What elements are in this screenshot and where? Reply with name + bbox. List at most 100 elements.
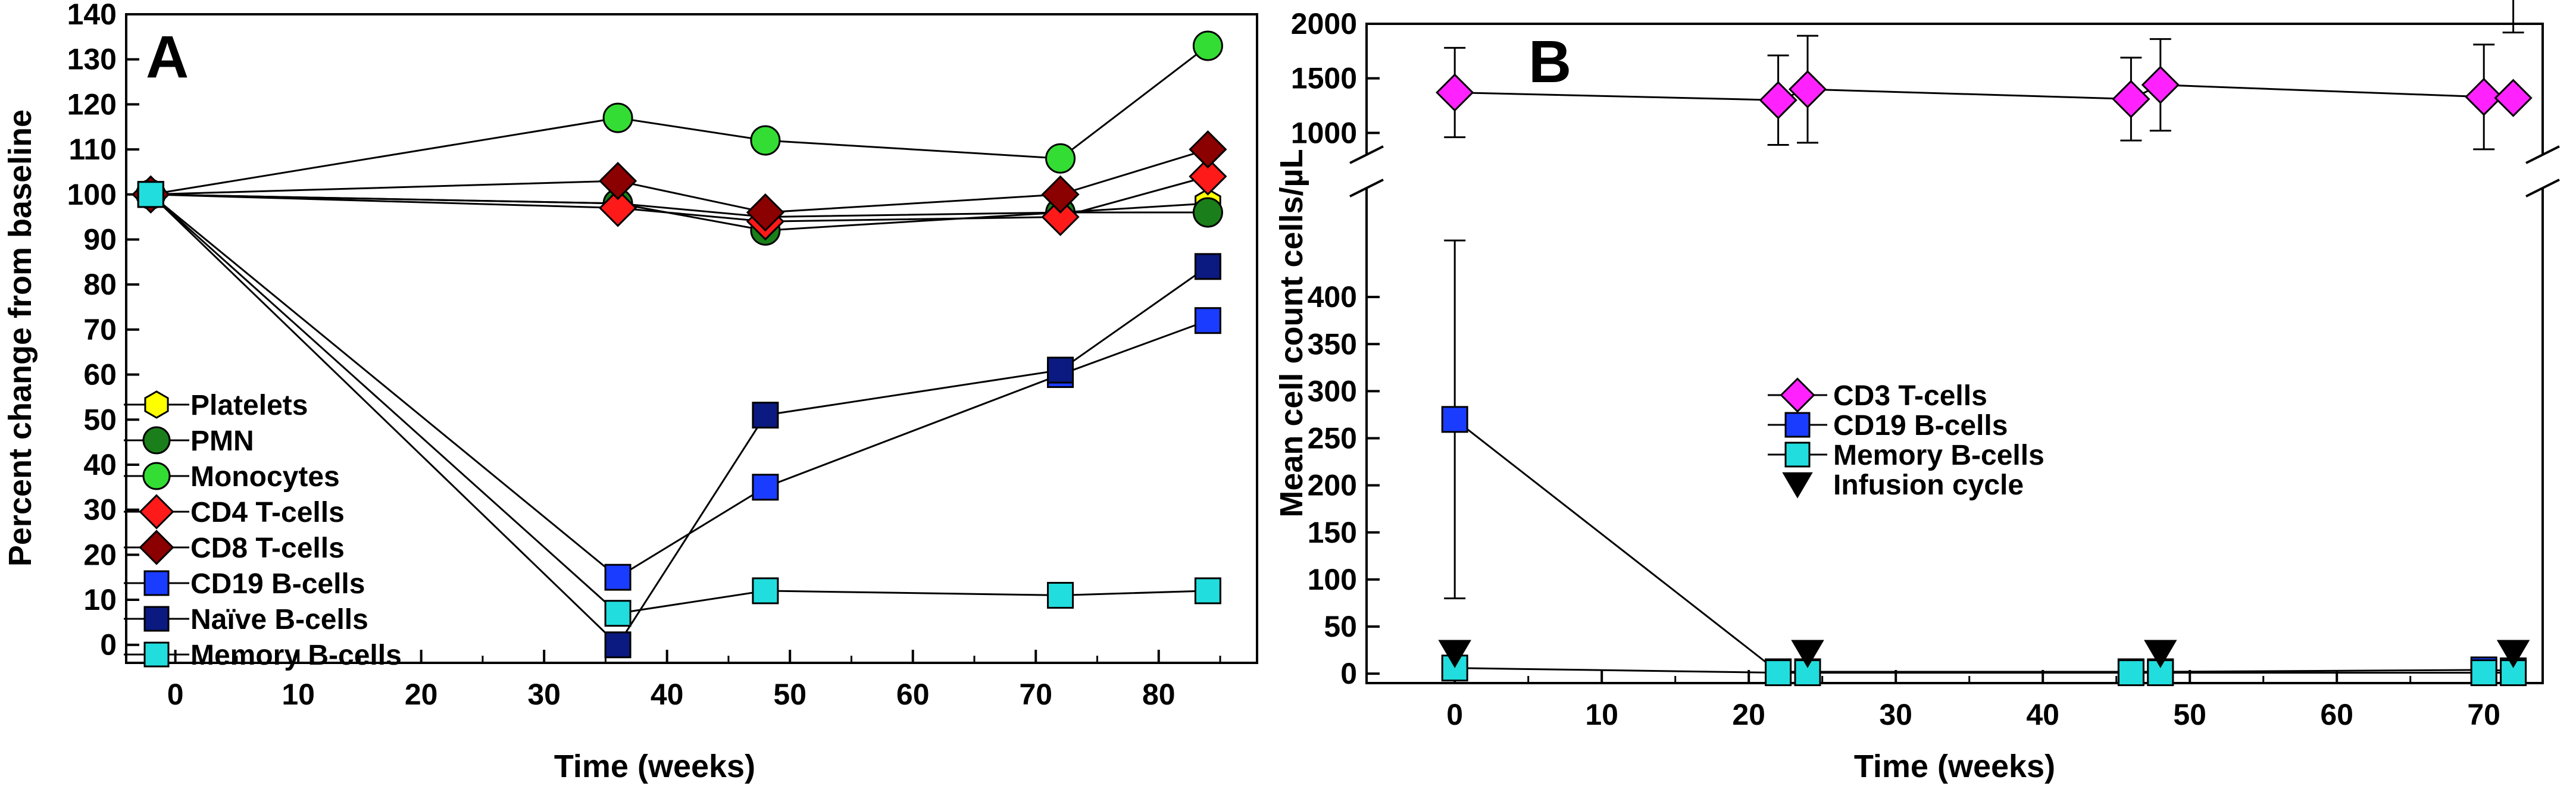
- panel-b-y-tick-label: 150: [1308, 516, 1357, 549]
- panel-b-y-tick-label: 250: [1308, 422, 1357, 455]
- panel-b-y-tick-label: 1500: [1291, 62, 1357, 95]
- panel-a-legend: Platelets PMN Monocytes CD4 T-cells CD8 T-ce…: [124, 390, 402, 671]
- panel-a-legend-label: CD19 B-cells: [190, 568, 365, 600]
- panel-a-point-memory: [1047, 581, 1074, 609]
- panel-a-y-tick-label: 50: [83, 403, 117, 436]
- panel-b-point-cd3: [2465, 77, 2503, 116]
- panel-a-y-tick-label: 120: [67, 87, 117, 121]
- panel-a-y-tick-label: 110: [68, 133, 117, 166]
- panel-a-point-monocytes: [1192, 30, 1223, 61]
- panel-a-x-tick-label: 50: [773, 678, 806, 711]
- panel-b-y-tick-label: 0: [1340, 657, 1357, 690]
- panel-a-point-cd19: [752, 474, 779, 501]
- panel-a-legend-marker-memory: [143, 641, 170, 668]
- panel-b-x-axis-title: Time (weeks): [1854, 749, 2055, 784]
- panel-b-y-tick-label: 350: [1308, 327, 1357, 361]
- panel-a-plot-frame: [125, 13, 1258, 664]
- panel-b-error-bars: [1444, 0, 2524, 682]
- panel-b-point-cd3: [2141, 65, 2180, 104]
- panel-b-legend-marker-infusion: [1782, 472, 1813, 499]
- panel-a-point-monocytes: [1045, 143, 1076, 174]
- panel-a-point-naive: [604, 631, 632, 659]
- panel-a-legend-label: Monocytes: [190, 461, 340, 493]
- panel-b-lines: [1454, 84, 2514, 674]
- panel-a-point-monocytes: [750, 125, 781, 156]
- panel-a-letter: A: [146, 24, 189, 90]
- panel-b-point-memory: [2117, 659, 2144, 687]
- panel-a-point-memory: [752, 577, 779, 605]
- panel-a-point-memory: [604, 600, 632, 627]
- panel-a-y-tick-label: 40: [83, 448, 117, 481]
- panel-a-legend-label: CD8 T-cells: [190, 533, 345, 564]
- panel-b-x-tick-label: 0: [1446, 698, 1463, 731]
- panel-b-y-tick-label: 1000: [1291, 116, 1357, 149]
- panel-b-legend-label: Memory B-cells: [1833, 440, 2044, 471]
- panel-a-y-tick-label: 140: [67, 0, 117, 31]
- panel-a-x-tick-label: 40: [651, 678, 684, 711]
- panel-a-x-tick-label: 30: [527, 678, 561, 711]
- panel-b-point-cd3: [1759, 81, 1797, 120]
- panel-a-point-cd4: [1189, 157, 1227, 196]
- panel-a-legend-marker-naive: [143, 606, 170, 632]
- panel-b-y-axis-title: Mean cell count cells/µL: [1274, 149, 1309, 517]
- panel-a-point-naive: [1194, 253, 1221, 280]
- panel-b-x-tick-label: 60: [2320, 698, 2353, 731]
- panel-b-axes: 0 10 20 30 40 50 60 70 0 50 100 150 200 250 300 350 400 1…: [1291, 7, 2560, 731]
- panel-b-legend-label: Infusion cycle: [1833, 469, 2024, 501]
- panel-b-plot-frame: [1365, 23, 2544, 684]
- panel-b-axis-break-left: [1349, 179, 1384, 198]
- panel-a-x-tick-label: 70: [1019, 678, 1052, 711]
- panel-a-point-cd4: [598, 189, 637, 227]
- panel-b-axis-break-right: [2525, 179, 2560, 198]
- panel-b-series-line-cd3: [1455, 84, 2514, 101]
- panel-b-point-infusion: [2496, 640, 2530, 668]
- panel-b-legend-marker-cd3: [1780, 377, 1815, 413]
- panel-b-letter: B: [1528, 29, 1571, 95]
- panel-a-point-cd4: [1041, 198, 1080, 236]
- panel-a-legend-label: Memory B-cells: [190, 640, 402, 671]
- panel-b-legend-label: CD3 T-cells: [1833, 380, 1987, 412]
- panel-a-axes: 0 10 20 30 40 50 60 70 80 0 10 20 30 40 50 60 70 80 90 100 1…: [67, 0, 1221, 711]
- panel-a-x-tick-label: 60: [896, 678, 930, 711]
- panel-b-point-cd3: [1436, 73, 1474, 112]
- panel-a-markers: [132, 30, 1227, 659]
- panel-a-point-pmn: [1192, 197, 1223, 228]
- panel-a-y-tick-label: 100: [67, 178, 117, 211]
- panel-b-y-tick-label: 50: [1324, 610, 1357, 643]
- panel-b-legend-label: CD19 B-cells: [1833, 410, 2008, 442]
- panel-a-y-tick-label: 130: [67, 43, 117, 76]
- panel-b-point-cd19: [1441, 406, 1468, 433]
- panel-a-point-cd19: [1194, 307, 1221, 334]
- panel-a-point-cd8: [1189, 130, 1227, 169]
- panel-a-point-memory: [1194, 577, 1221, 605]
- panel-a-legend-label: Platelets: [190, 390, 308, 421]
- panel-b-point-cd3: [1788, 70, 1827, 109]
- panel-b-point-cd3: [2112, 80, 2150, 118]
- panel-b-markers: [1436, 65, 2533, 687]
- panel-b-x-tick-label: 10: [1585, 698, 1618, 731]
- panel-a-legend-label: PMN: [190, 425, 254, 457]
- panel-a-y-tick-label: 60: [83, 358, 117, 392]
- panel-b-y-tick-label: 400: [1308, 280, 1357, 314]
- panel-a-x-tick-label: 0: [167, 678, 184, 711]
- panel-b-y-tick-label: 100: [1308, 563, 1357, 596]
- panel-b-x-tick-label: 70: [2467, 698, 2500, 731]
- panel-b-x-tick-label: 30: [1879, 698, 1912, 731]
- panel-a-point-cd8: [1041, 175, 1080, 214]
- panel-a-y-tick-label: 90: [83, 223, 117, 256]
- panel-b-x-tick-label: 50: [2173, 698, 2206, 731]
- panel-a-legend-marker-monocytes: [142, 462, 171, 490]
- panel-a-y-axis-title: Percent change from baseline: [2, 109, 38, 566]
- panel-b-point-infusion: [1791, 640, 1824, 668]
- panel-a-point-monocytes: [602, 102, 633, 133]
- panel-a-y-tick-label: 70: [83, 313, 117, 346]
- panel-a-legend-label: Naïve B-cells: [190, 604, 368, 635]
- panel-a-y-tick-label: 20: [83, 538, 117, 571]
- panel-a-legend-marker-pmn: [142, 426, 171, 455]
- panel-b-y-tick-label: 200: [1308, 469, 1357, 502]
- panel-a-legend-label: CD4 T-cells: [190, 497, 345, 528]
- panel-a-y-tick-label: 10: [83, 583, 117, 616]
- panel-a-point-naive: [752, 402, 779, 429]
- panel-b-y-tick-label: 2000: [1291, 7, 1357, 40]
